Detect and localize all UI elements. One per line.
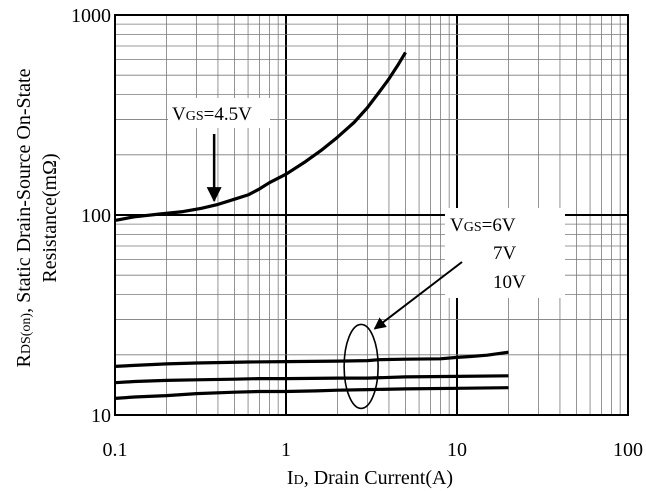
- vgs45-label-bg: [168, 98, 270, 128]
- v7-label: 7V: [493, 243, 517, 264]
- tick-labels: 0.1 1 10 100 10 100 1000: [71, 5, 643, 461]
- series-line-4: [114, 386, 509, 400]
- annotations: VGS=4.5V VGS=6V 7V 10V: [168, 98, 565, 410]
- svg-text:RDS(on), Static Drain-Source O: RDS(on), Static Drain-Source On-State: [13, 68, 35, 367]
- vgs6-label: VGS=6V: [450, 215, 516, 236]
- series-line-2: [114, 350, 509, 368]
- svg-text:Resistance(mΩ): Resistance(mΩ): [39, 153, 61, 282]
- vgs6-arrow: [373, 261, 463, 330]
- vgs45-label: VGS=4.5V: [172, 104, 252, 125]
- y-axis-label: RDS(on), Static Drain-Source On-State Re…: [13, 68, 61, 367]
- y-tick-label: 10: [91, 405, 111, 427]
- series-group-ellipse: [343, 323, 379, 410]
- vgs-labels-bg: [445, 208, 565, 298]
- series-line-1: [114, 51, 407, 222]
- v10-label: 10V: [493, 272, 526, 293]
- series-line-3: [114, 374, 509, 385]
- x-tick-label: 1: [281, 439, 291, 461]
- data-series: [114, 51, 509, 400]
- y-tick-label: 100: [81, 205, 111, 227]
- x-axis-label: ID, Drain Current(A): [287, 467, 453, 489]
- x-tick-label: 10: [447, 439, 467, 461]
- plot-frame: [114, 14, 629, 416]
- y-tick-label: 1000: [71, 5, 111, 27]
- x-tick-label: 100: [613, 439, 643, 461]
- x-tick-label: 0.1: [103, 439, 128, 461]
